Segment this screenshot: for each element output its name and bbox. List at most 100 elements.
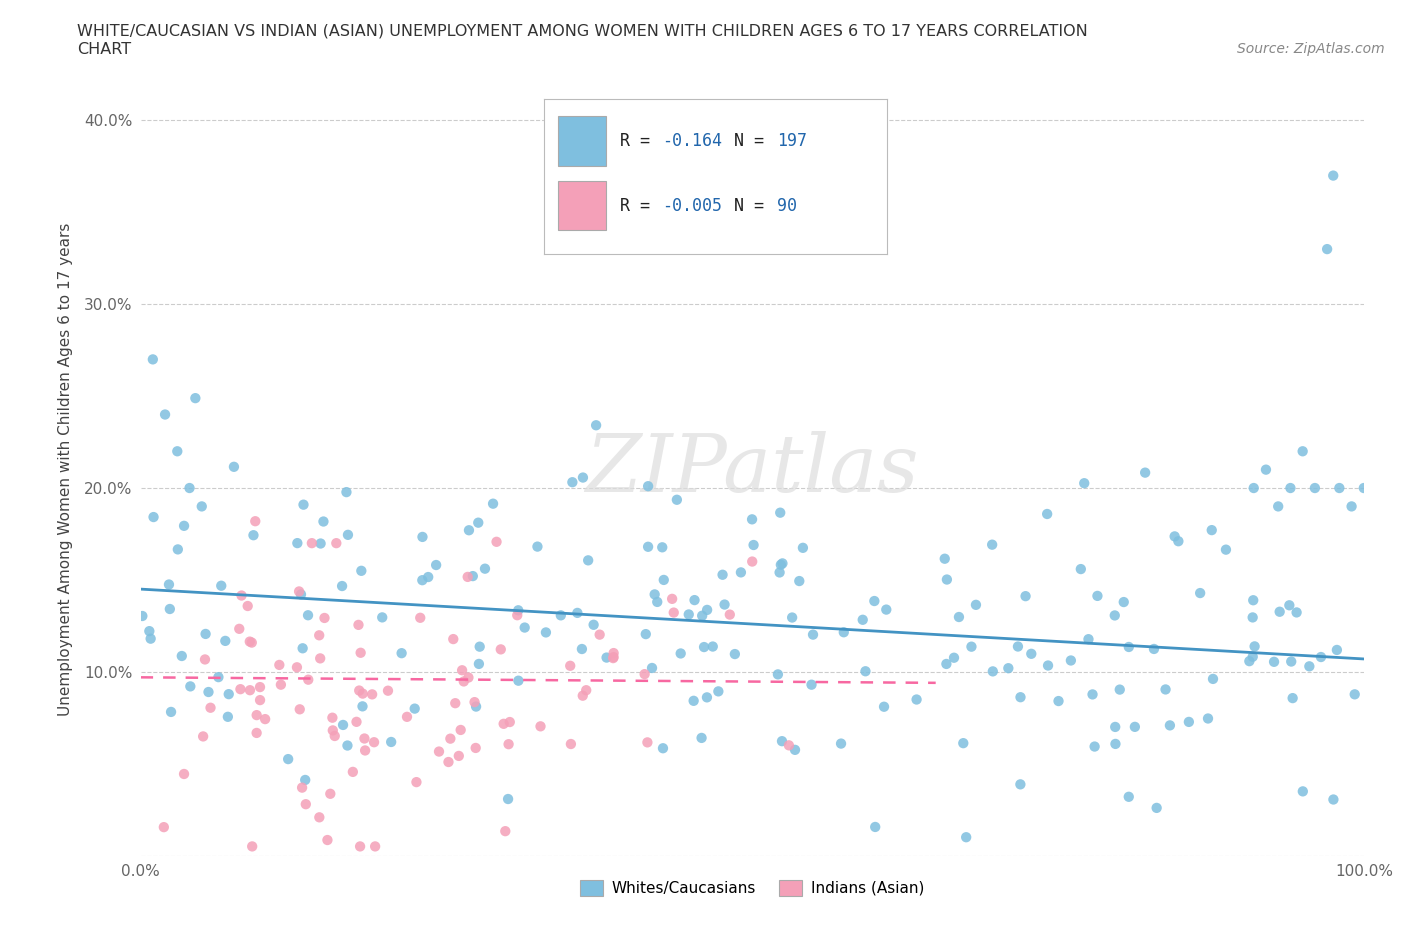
Point xyxy=(294,773,316,788)
Point xyxy=(560,658,582,673)
Point xyxy=(560,737,582,751)
Point xyxy=(314,610,336,625)
Text: Source: ZipAtlas.com: Source: ZipAtlas.com xyxy=(1237,42,1385,56)
Point xyxy=(444,696,467,711)
Point xyxy=(229,682,252,697)
Point xyxy=(683,592,706,607)
Point xyxy=(1281,691,1303,706)
Point xyxy=(308,628,330,643)
Point xyxy=(352,699,374,714)
Point xyxy=(166,444,188,458)
Point xyxy=(1298,658,1320,673)
Point xyxy=(288,584,311,599)
Point xyxy=(1073,476,1095,491)
Point xyxy=(1303,481,1326,496)
Point xyxy=(1292,784,1315,799)
Point xyxy=(702,639,724,654)
Point xyxy=(249,693,271,708)
Point xyxy=(669,646,692,661)
Point xyxy=(468,657,491,671)
Point xyxy=(1241,649,1264,664)
Point xyxy=(336,527,359,542)
Point xyxy=(1329,481,1351,496)
Point xyxy=(173,518,195,533)
Point xyxy=(508,673,530,688)
Point xyxy=(295,797,318,812)
Point xyxy=(239,634,262,649)
Point xyxy=(409,610,432,625)
Point xyxy=(863,593,886,608)
Point xyxy=(1215,542,1237,557)
Point xyxy=(665,492,688,507)
Point xyxy=(1163,529,1185,544)
Point xyxy=(637,479,659,494)
Point xyxy=(160,705,183,720)
Point xyxy=(1081,687,1104,702)
Point xyxy=(1178,714,1201,729)
Point xyxy=(830,737,852,751)
Point xyxy=(458,523,481,538)
Point xyxy=(157,577,180,591)
Point xyxy=(780,610,803,625)
Point xyxy=(506,608,529,623)
Point xyxy=(441,631,464,646)
Point xyxy=(451,663,474,678)
Point xyxy=(634,627,657,642)
Point xyxy=(323,728,346,743)
Point xyxy=(965,597,987,612)
Point xyxy=(582,618,605,632)
Point xyxy=(769,557,792,572)
Point xyxy=(309,651,332,666)
Point xyxy=(652,573,675,588)
Point xyxy=(952,736,974,751)
Point xyxy=(1060,653,1083,668)
Point xyxy=(277,751,299,766)
Point xyxy=(142,510,165,525)
Point xyxy=(769,505,792,520)
Point xyxy=(1243,639,1265,654)
Point xyxy=(875,602,897,617)
Point xyxy=(713,597,735,612)
Point xyxy=(361,687,384,702)
Point xyxy=(602,651,624,666)
Point xyxy=(766,667,789,682)
Point xyxy=(301,536,323,551)
Point xyxy=(395,710,418,724)
Point xyxy=(636,735,658,750)
Point xyxy=(572,470,595,485)
Point xyxy=(425,558,447,573)
Point xyxy=(292,498,315,512)
Point xyxy=(534,625,557,640)
Point xyxy=(447,749,470,764)
Point xyxy=(707,684,730,698)
Point xyxy=(405,775,427,790)
Point xyxy=(191,729,214,744)
Point xyxy=(1202,671,1225,686)
Point xyxy=(352,686,374,701)
Point xyxy=(353,731,375,746)
Point xyxy=(742,538,765,552)
Point xyxy=(935,657,957,671)
Point xyxy=(1285,605,1308,620)
Point xyxy=(682,694,704,709)
Point xyxy=(474,561,496,576)
Point xyxy=(1201,523,1223,538)
Point xyxy=(364,839,387,854)
Point xyxy=(1036,507,1059,522)
Point xyxy=(371,610,394,625)
Point xyxy=(690,608,713,623)
Point xyxy=(138,624,160,639)
Point xyxy=(322,723,344,737)
Point xyxy=(464,695,486,710)
Point xyxy=(513,620,536,635)
Point xyxy=(1123,720,1146,735)
Point xyxy=(943,650,966,665)
Text: CHART: CHART xyxy=(77,42,131,57)
Point xyxy=(467,515,489,530)
Point xyxy=(197,684,219,699)
Point xyxy=(217,710,239,724)
Point xyxy=(711,567,734,582)
Point xyxy=(1118,640,1140,655)
Point xyxy=(690,730,713,745)
Point xyxy=(249,680,271,695)
